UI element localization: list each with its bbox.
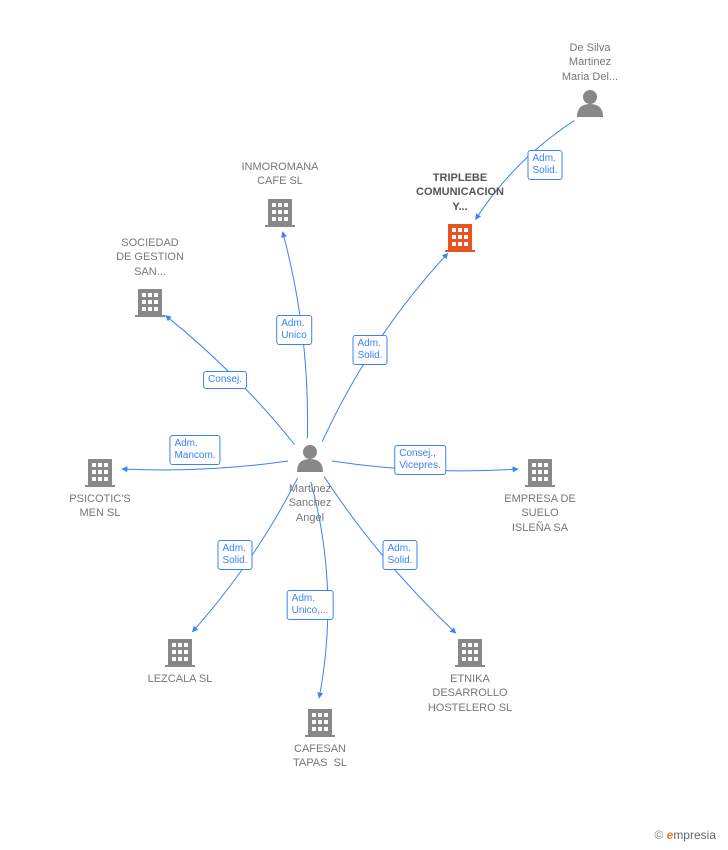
person-icon [297,445,323,472]
edge-label: Consej. [203,371,247,389]
building-icon [165,639,195,667]
node-triplebe[interactable] [445,224,475,252]
edge-label: Adm. Mancom. [169,435,220,465]
building-icon [455,639,485,667]
node-desilva[interactable] [577,90,603,117]
footer-attribution: © empresia [654,828,716,842]
building-icon [525,459,555,487]
node-sociedad[interactable] [135,289,165,317]
edge-label: Adm. Solid. [527,150,562,180]
node-lezcala[interactable] [165,639,195,667]
copyright-symbol: © [654,828,663,842]
edge-label: Adm. Solid. [382,540,417,570]
building-icon [305,709,335,737]
node-empresa[interactable] [525,459,555,487]
network-canvas [0,0,728,850]
edge-label: Adm. Unico,... [287,590,334,620]
node-inmoromana[interactable] [265,199,295,227]
building-icon [265,199,295,227]
node-etnika[interactable] [455,639,485,667]
building-icon [135,289,165,317]
edge-label: Adm. Solid. [352,335,387,365]
edge-label: Adm. Unico [276,315,312,345]
node-center[interactable] [297,445,323,472]
edge-label: Consej., Vicepres. [394,445,446,475]
node-cafesan[interactable] [305,709,335,737]
brand-rest: mpresia [673,828,716,842]
building-icon [85,459,115,487]
building-icon [445,224,475,252]
person-icon [577,90,603,117]
node-psicotics[interactable] [85,459,115,487]
edge-label: Adm. Solid. [217,540,252,570]
